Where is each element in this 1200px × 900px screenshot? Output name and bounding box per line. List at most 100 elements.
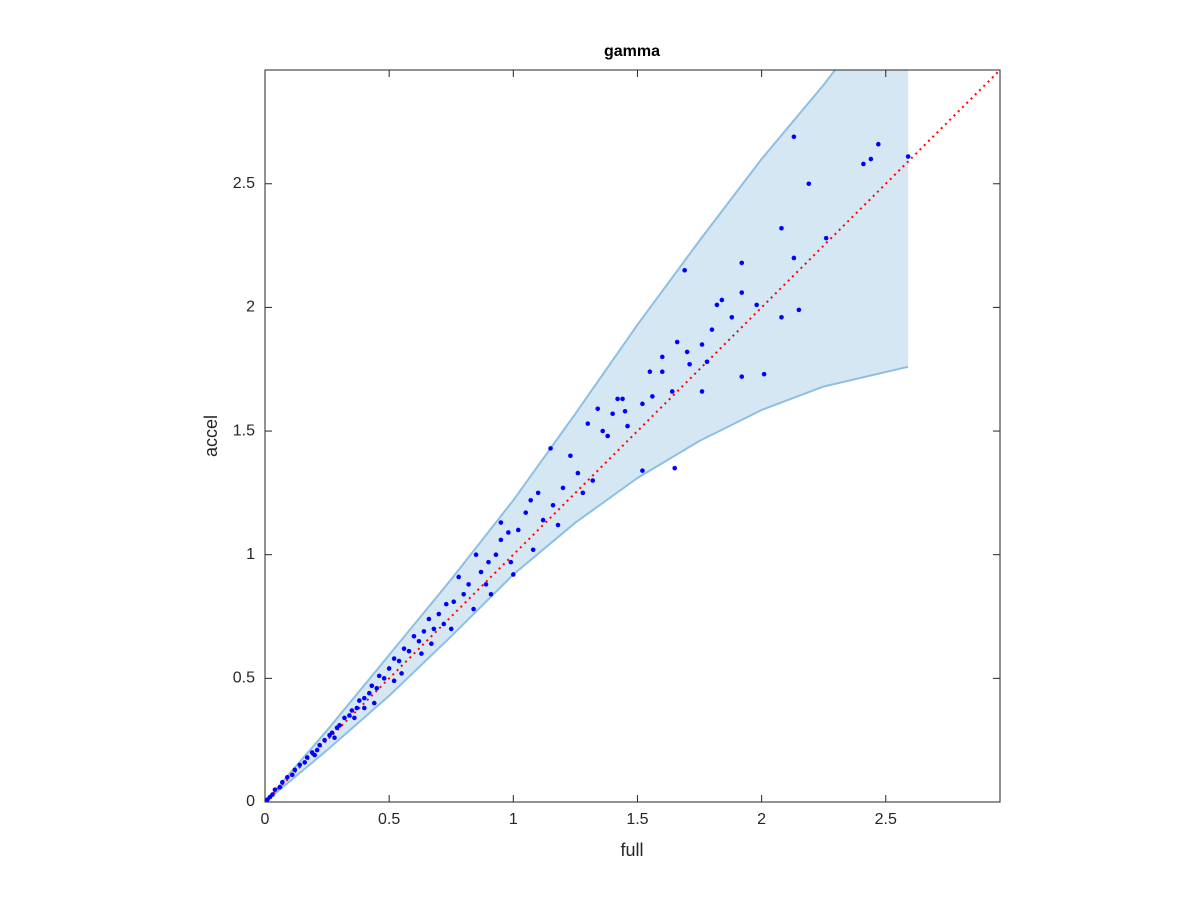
data-point	[540, 517, 546, 523]
data-point	[508, 559, 514, 565]
data-point	[471, 606, 476, 612]
data-point	[699, 389, 705, 394]
data-point	[285, 774, 290, 780]
data-point	[371, 700, 377, 706]
data-point	[473, 552, 479, 558]
data-point	[861, 161, 866, 167]
data-point	[426, 616, 432, 622]
data-point	[729, 314, 735, 320]
data-point	[640, 468, 645, 473]
data-point	[429, 641, 434, 647]
y-tick-label: 2.5	[233, 175, 255, 192]
data-point	[461, 591, 466, 597]
data-point	[354, 705, 360, 711]
data-point	[290, 772, 295, 778]
data-point	[779, 225, 784, 231]
data-point	[719, 297, 725, 303]
data-point	[595, 406, 601, 412]
data-point	[523, 510, 529, 515]
data-point	[332, 735, 337, 741]
data-point	[292, 767, 298, 773]
data-point	[441, 621, 447, 627]
y-tick-label: 1	[246, 546, 255, 563]
data-point	[374, 685, 380, 691]
data-point	[498, 537, 504, 543]
data-point	[416, 638, 422, 644]
data-point	[272, 787, 278, 792]
data-point	[796, 307, 802, 313]
data-point	[277, 784, 283, 790]
data-point	[580, 490, 586, 496]
data-point	[530, 547, 536, 553]
data-point	[451, 599, 457, 604]
data-point	[823, 235, 829, 241]
data-point	[376, 673, 382, 679]
data-point	[297, 762, 303, 768]
data-point	[431, 626, 437, 632]
data-point	[575, 470, 581, 476]
data-point	[739, 290, 745, 295]
data-point	[391, 656, 397, 661]
data-point	[568, 453, 573, 459]
data-point	[605, 433, 610, 439]
data-point	[650, 394, 655, 399]
data-point	[381, 676, 387, 681]
data-point	[456, 574, 461, 580]
data-point	[347, 713, 352, 718]
y-tick-label: 0	[246, 793, 255, 810]
data-point	[739, 374, 745, 379]
data-point	[369, 683, 375, 689]
data-point	[868, 156, 874, 162]
data-point	[600, 428, 606, 434]
data-point	[478, 569, 484, 575]
data-point	[590, 478, 596, 483]
data-point	[448, 626, 454, 632]
data-point	[622, 408, 628, 414]
x-tick-label: 2.5	[875, 811, 897, 828]
y-axis-label: accel	[201, 415, 221, 457]
data-point	[560, 485, 566, 491]
data-point	[342, 715, 347, 721]
data-point	[362, 695, 367, 701]
data-point	[419, 651, 424, 656]
data-point	[466, 582, 471, 587]
data-point	[548, 446, 553, 451]
data-point	[659, 369, 665, 375]
plot-area	[265, 70, 1000, 802]
x-axis-label: full	[620, 840, 643, 860]
x-tick-label: 0.5	[378, 811, 400, 828]
data-point	[391, 678, 397, 684]
data-point	[669, 389, 675, 394]
y-tick-label: 0.5	[233, 670, 255, 687]
data-point	[610, 411, 615, 417]
data-point	[488, 591, 494, 597]
data-point	[349, 708, 355, 713]
x-tick-label: 2	[757, 811, 766, 828]
data-point	[314, 747, 320, 753]
x-tick-label: 1.5	[626, 811, 648, 828]
data-point	[620, 396, 625, 402]
data-point	[585, 421, 591, 426]
data-point	[302, 760, 308, 765]
data-point	[640, 401, 645, 407]
data-point	[659, 354, 665, 360]
data-point	[555, 522, 561, 528]
band-lower-edge	[265, 365, 909, 802]
data-point	[322, 737, 327, 743]
data-point	[386, 666, 392, 671]
data-point	[312, 752, 317, 758]
data-point	[486, 559, 491, 565]
data-point	[779, 314, 784, 320]
data-point	[483, 582, 489, 587]
reference-line	[265, 70, 1000, 802]
data-point	[806, 181, 812, 187]
data-point	[684, 349, 690, 355]
data-point	[511, 572, 516, 577]
data-point	[304, 755, 310, 760]
y-tick-label: 1.5	[233, 422, 255, 439]
data-point	[754, 302, 759, 308]
data-point	[615, 396, 620, 402]
data-point	[905, 154, 911, 159]
band-upper-edge	[265, 70, 837, 802]
